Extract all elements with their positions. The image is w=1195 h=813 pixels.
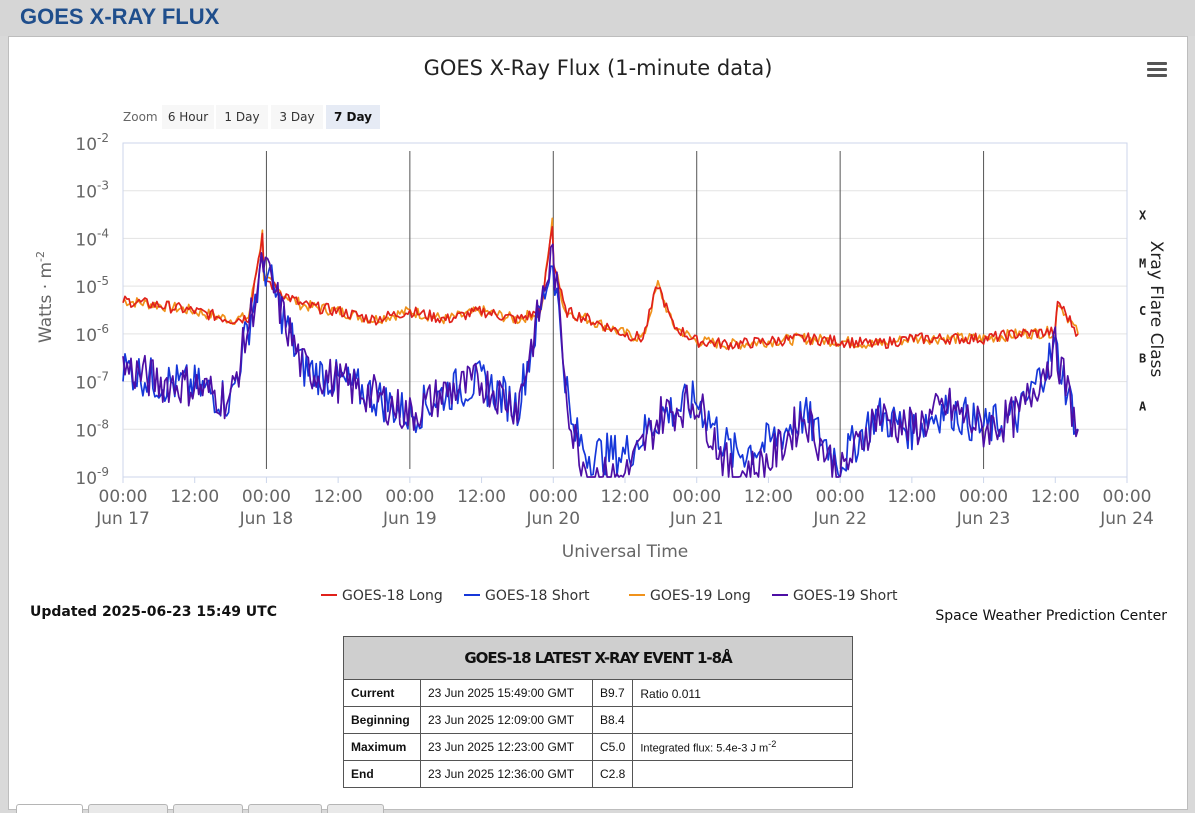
x-tick-date-label: Jun 23	[956, 509, 1011, 529]
bottom-tab[interactable]	[16, 804, 83, 813]
x-tick-label: 00:00	[385, 487, 434, 507]
bottom-tab[interactable]	[327, 804, 384, 813]
chart-menu-button[interactable]	[1147, 59, 1167, 79]
row-label: Beginning	[343, 706, 421, 734]
legend-item: GOES-19 Long	[650, 588, 751, 604]
bottom-tab[interactable]	[248, 804, 322, 813]
x-tick-date-label: Jun 20	[525, 509, 580, 529]
chart-panel: GOES X-Ray Flux (1-minute data) Zoom 6 H…	[8, 36, 1188, 810]
svg-text:3 Day: 3 Day	[279, 110, 314, 124]
row-label: End	[343, 760, 421, 788]
zoom-1-day-button[interactable]: 1 Day	[216, 105, 268, 129]
flare-class-label: C	[1139, 304, 1146, 318]
y-tick-label: 10-6	[75, 322, 109, 346]
row-time: 23 Jun 2025 12:09:00 GMT	[420, 706, 593, 734]
svg-text:7 Day: 7 Day	[334, 110, 372, 124]
y-axis: 10-2 10-3 10-4 10-5 10-6 10-7 10-8 10-9	[75, 131, 109, 489]
row-extra	[632, 760, 853, 788]
row-class: B9.7	[591, 679, 634, 707]
page-title: GOES X-RAY FLUX	[20, 4, 220, 29]
bottom-tab[interactable]	[88, 804, 168, 813]
x-tick-date-label: Jun 19	[382, 509, 437, 529]
chart-title: GOES X-Ray Flux (1-minute data)	[424, 56, 773, 80]
flare-class-axis-title: Xray Flare Class	[1146, 241, 1166, 378]
bottom-tab[interactable]	[173, 804, 243, 813]
row-extra: Ratio 0.011	[632, 679, 853, 707]
svg-text:6 Hour: 6 Hour	[168, 110, 208, 124]
row-class: C5.0	[591, 733, 634, 761]
flare-class-label: B	[1139, 352, 1146, 366]
zoom-label: Zoom	[123, 110, 158, 124]
zoom-7-day-button[interactable]: 7 Day	[326, 105, 380, 129]
updated-timestamp: Updated 2025-06-23 15:49 UTC	[30, 604, 277, 620]
x-tick-date-label: Jun 22	[812, 509, 867, 529]
x-axis-title: Universal Time	[562, 542, 688, 562]
x-tick-date-label: Jun 18	[239, 509, 294, 529]
y-tick-label: 10-5	[75, 274, 109, 298]
x-tick-date-label: Jun 17	[95, 509, 150, 529]
y-tick-label: 10-9	[75, 465, 109, 489]
flare-class-label: M	[1139, 256, 1146, 270]
chart-legend: GOES-18 Long GOES-18 Short GOES-19 Long GOE…	[321, 588, 898, 604]
series-line-goes-18-long	[122, 226, 1079, 351]
row-extra: Integrated flux: 5.4e-3 J m-2	[632, 733, 853, 761]
zoom-3-day-button[interactable]: 3 Day	[271, 105, 323, 129]
x-tick-label: 12:00	[744, 487, 793, 507]
row-extra	[632, 706, 853, 734]
page-header: GOES X-RAY FLUX	[0, 0, 1195, 36]
x-tick-label: 12:00	[1031, 487, 1080, 507]
bottom-tab-strip	[8, 801, 1188, 813]
x-tick-label: 00:00	[959, 487, 1008, 507]
legend-item: GOES-18 Short	[485, 588, 590, 604]
x-tick-label: 12:00	[314, 487, 363, 507]
row-time: 23 Jun 2025 12:36:00 GMT	[420, 760, 593, 788]
y-axis-title: Watts · m-2	[34, 251, 56, 343]
x-tick-date-label: Jun 21	[669, 509, 724, 529]
row-class: C2.8	[591, 760, 634, 788]
table-row: End 23 Jun 2025 12:36:00 GMT C2.8	[343, 760, 853, 788]
row-class: B8.4	[591, 706, 634, 734]
x-tick-label: 12:00	[887, 487, 936, 507]
xray-flux-chart: GOES X-Ray Flux (1-minute data) Zoom 6 H…	[34, 56, 1166, 604]
y-tick-label: 10-7	[75, 370, 109, 394]
table-row: Maximum 23 Jun 2025 12:23:00 GMT C5.0 In…	[343, 733, 853, 761]
zoom-controls: Zoom 6 Hour 1 Day 3 Day 7 Day	[123, 105, 380, 129]
chart-credit: Space Weather Prediction Center	[935, 608, 1167, 624]
x-tick-label: 00:00	[99, 487, 148, 507]
x-tick-label: 12:00	[601, 487, 650, 507]
x-tick-label: 00:00	[672, 487, 721, 507]
hamburger-menu-icon	[1147, 62, 1167, 65]
y-tick-label: 10-2	[75, 131, 109, 155]
y-tick-label: 10-3	[75, 179, 109, 203]
flare-class-label: A	[1139, 399, 1147, 413]
series-line-goes-19-short	[122, 243, 1079, 478]
row-time: 23 Jun 2025 15:49:00 GMT	[420, 679, 593, 707]
flare-class-axis: X M C B A	[1139, 209, 1147, 414]
series-layer	[122, 217, 1079, 478]
x-tick-label: 00:00	[816, 487, 865, 507]
table-row: Current 23 Jun 2025 15:49:00 GMT B9.7 Ra…	[343, 679, 853, 707]
flare-class-label: X	[1139, 209, 1147, 223]
row-label: Maximum	[343, 733, 421, 761]
zoom-6-hour-button[interactable]: 6 Hour	[162, 105, 214, 129]
latest-xray-event-table: GOES-18 LATEST X-RAY EVENT 1-8Å Current …	[343, 636, 853, 788]
svg-text:1 Day: 1 Day	[224, 110, 259, 124]
legend-item: GOES-19 Short	[793, 588, 898, 604]
x-tick-label: 12:00	[457, 487, 506, 507]
legend-item: GOES-18 Long	[342, 588, 443, 604]
row-label: Current	[343, 679, 421, 707]
event-table-title: GOES-18 LATEST X-RAY EVENT 1-8Å	[343, 636, 853, 680]
x-tick-label: 00:00	[529, 487, 578, 507]
x-tick-label: 00:00	[242, 487, 291, 507]
x-tick-label: 12:00	[170, 487, 219, 507]
x-tick-date-label: Jun 24	[1099, 509, 1154, 529]
row-time: 23 Jun 2025 12:23:00 GMT	[420, 733, 593, 761]
y-tick-label: 10-8	[75, 417, 109, 441]
table-row: Beginning 23 Jun 2025 12:09:00 GMT B8.4	[343, 706, 853, 734]
y-tick-label: 10-4	[75, 226, 109, 250]
x-tick-label: 00:00	[1103, 487, 1152, 507]
